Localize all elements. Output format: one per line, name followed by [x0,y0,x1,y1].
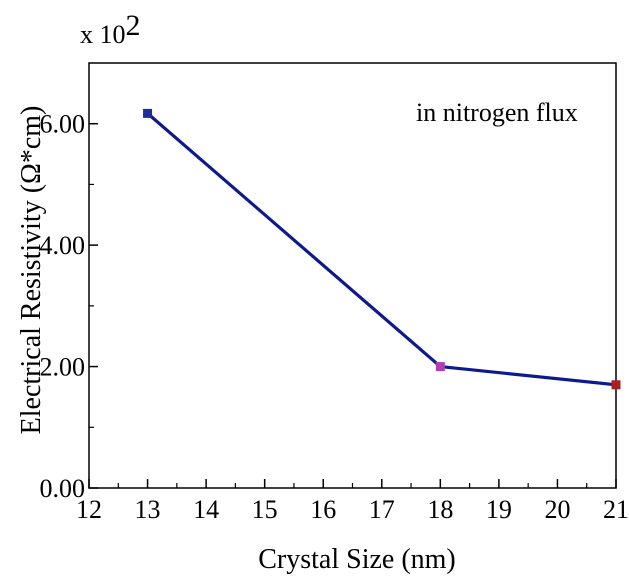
y-axis-title: Electrical Resistivity (Ω*cm) [16,106,47,435]
x-tick-label: 13 [135,495,161,524]
x-tick-label: 14 [193,495,219,524]
y-axis-ticks: 0.00 2.00 4.00 6.00 [40,110,98,503]
series-line [146,112,617,387]
x-tick-label: 19 [486,495,512,524]
x-tick-label: 20 [544,495,570,524]
series-layer [143,108,621,390]
x-tick-label: 21 [603,495,629,524]
x-tick-label: 15 [252,495,278,524]
data-point-marker [435,362,445,372]
x-tick-label: 12 [76,495,102,524]
x-axis-ticks: 12 13 14 15 16 17 18 19 20 21 [76,479,629,524]
x-axis-title: Crystal Size (nm) [258,544,456,575]
y-tick-label: 0.00 [40,474,86,503]
x-tick-label: 16 [310,495,336,524]
annotation-text: in nitrogen flux [416,98,578,127]
y-scale-exponent: 2 [126,9,141,42]
x-tick-label: 17 [369,495,395,524]
y-tick-label: 6.00 [40,110,86,139]
y-tick-label: 4.00 [40,231,86,260]
data-point-marker [611,380,621,390]
x-tick-label: 18 [427,495,453,524]
y-scale-label: x 102 [80,9,141,49]
y-tick-label: 2.00 [40,353,86,382]
data-point-marker [143,108,153,118]
